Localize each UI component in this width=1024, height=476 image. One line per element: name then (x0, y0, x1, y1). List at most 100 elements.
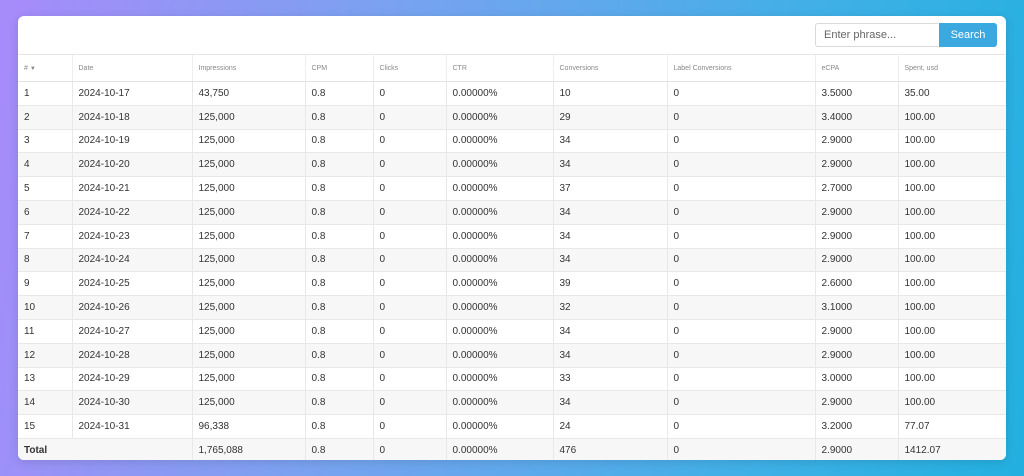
cell-clicks: 0 (373, 224, 447, 249)
cell-num: 15 (18, 414, 73, 439)
cell-ctr: 0.00000% (446, 152, 554, 178)
total-spent: 1412.07 (898, 438, 1006, 460)
table-row: 1 2024-10-17 43,750 0.8 0 0.00000% 10 0 3.5000 35… (18, 81, 1006, 106)
cell-label-conversions: 0 (667, 367, 816, 392)
cell-date: 2024-10-21 (72, 176, 193, 201)
table-row: 14 2024-10-30 125,000 0.8 0 0.00000% 34 0 2.9000… (18, 390, 1006, 416)
cell-conversions: 33 (553, 367, 668, 392)
cell-ecpa: 2.9000 (815, 200, 899, 225)
table-row: 13 2024-10-29 125,000 0.8 0 0.00000% 33 0 3.0000… (18, 367, 1006, 392)
cell-spent: 100.00 (898, 367, 1006, 392)
cell-ctr: 0.00000% (446, 200, 554, 225)
cell-label-conversions: 0 (667, 200, 816, 225)
cell-ecpa: 3.1000 (815, 295, 899, 320)
cell-cpm: 0.8 (305, 343, 374, 368)
table-row: 5 2024-10-21 125,000 0.8 0 0.00000% 37 0 2.7000 1… (18, 176, 1006, 201)
cell-conversions: 34 (553, 343, 668, 368)
cell-cpm: 0.8 (305, 224, 374, 249)
cell-conversions: 34 (553, 152, 668, 178)
cell-ctr: 0.00000% (446, 390, 554, 416)
cell-clicks: 0 (373, 200, 447, 225)
total-cpm: 0.8 (305, 438, 374, 460)
cell-conversions: 32 (553, 295, 668, 320)
cell-num: 3 (18, 129, 73, 154)
table-row: 9 2024-10-25 125,000 0.8 0 0.00000% 39 0 2.6000 1… (18, 271, 1006, 297)
cell-cpm: 0.8 (305, 200, 374, 225)
cell-conversions: 39 (553, 271, 668, 297)
cell-ecpa: 3.5000 (815, 81, 899, 106)
table-row: 6 2024-10-22 125,000 0.8 0 0.00000% 34 0 2.9000 1… (18, 200, 1006, 225)
column-header-impressions[interactable]: Impressions (192, 55, 306, 82)
cell-ecpa: 2.9000 (815, 152, 899, 178)
cell-ecpa: 3.2000 (815, 414, 899, 439)
cell-impressions: 125,000 (192, 176, 306, 201)
cell-label-conversions: 0 (667, 176, 816, 201)
column-header-cpm[interactable]: CPM (305, 55, 374, 82)
cell-impressions: 125,000 (192, 224, 306, 249)
cell-ecpa: 2.7000 (815, 176, 899, 201)
cell-cpm: 0.8 (305, 390, 374, 416)
cell-conversions: 34 (553, 319, 668, 344)
cell-num: 8 (18, 248, 73, 273)
cell-spent: 100.00 (898, 295, 1006, 320)
cell-impressions: 125,000 (192, 152, 306, 178)
cell-ctr: 0.00000% (446, 343, 554, 368)
cell-clicks: 0 (373, 271, 447, 297)
search-button[interactable]: Search (939, 23, 997, 47)
total-row: Total 1,765,088 0.8 0 0.00000% 476 0 2.9… (18, 438, 1006, 460)
cell-impressions: 125,000 (192, 367, 306, 392)
column-header-ecpa[interactable]: eCPA (815, 55, 899, 82)
total-clicks: 0 (373, 438, 447, 460)
cell-cpm: 0.8 (305, 129, 374, 154)
column-header-ctr[interactable]: CTR (446, 55, 554, 82)
cell-impressions: 96,338 (192, 414, 306, 439)
cell-ctr: 0.00000% (446, 224, 554, 249)
cell-date: 2024-10-28 (72, 343, 193, 368)
cell-cpm: 0.8 (305, 176, 374, 201)
column-header-conversions[interactable]: Conversions (553, 55, 668, 82)
cell-conversions: 34 (553, 200, 668, 225)
cell-num: 7 (18, 224, 73, 249)
search-input[interactable] (815, 23, 938, 47)
cell-spent: 100.00 (898, 200, 1006, 225)
table-row: 10 2024-10-26 125,000 0.8 0 0.00000% 32 0 3.1000… (18, 295, 1006, 320)
cell-clicks: 0 (373, 81, 447, 106)
cell-cpm: 0.8 (305, 367, 374, 392)
cell-label-conversions: 0 (667, 295, 816, 320)
cell-date: 2024-10-23 (72, 224, 193, 249)
cell-clicks: 0 (373, 152, 447, 178)
caret-down-icon: ▼ (29, 65, 36, 72)
cell-conversions: 34 (553, 248, 668, 273)
cell-cpm: 0.8 (305, 105, 374, 130)
column-header-clicks[interactable]: Clicks (373, 55, 447, 82)
cell-ctr: 0.00000% (446, 81, 554, 106)
cell-spent: 100.00 (898, 319, 1006, 344)
cell-ctr: 0.00000% (446, 176, 554, 201)
cell-clicks: 0 (373, 129, 447, 154)
cell-num: 14 (18, 390, 73, 416)
cell-cpm: 0.8 (305, 248, 374, 273)
column-header-spent[interactable]: Spent, usd (898, 55, 1006, 82)
table-row: 2 2024-10-18 125,000 0.8 0 0.00000% 29 0 3.4000 1… (18, 105, 1006, 130)
cell-impressions: 125,000 (192, 295, 306, 320)
stats-table: # ▼ Date Impressions CPM Clicks CTR Conve… (18, 55, 1006, 460)
cell-label-conversions: 0 (667, 271, 816, 297)
cell-impressions: 125,000 (192, 129, 306, 154)
column-header-num[interactable]: # ▼ (18, 55, 73, 82)
table-row: 8 2024-10-24 125,000 0.8 0 0.00000% 34 0 2.9000 1… (18, 248, 1006, 273)
cell-date: 2024-10-18 (72, 105, 193, 130)
cell-clicks: 0 (373, 390, 447, 416)
cell-conversions: 37 (553, 176, 668, 201)
table-row: 4 2024-10-20 125,000 0.8 0 0.00000% 34 0 2.9000 1… (18, 152, 1006, 178)
cell-ecpa: 2.9000 (815, 248, 899, 273)
cell-clicks: 0 (373, 295, 447, 320)
column-header-label-conversions[interactable]: Label Conversions (667, 55, 816, 82)
cell-label-conversions: 0 (667, 129, 816, 154)
cell-spent: 35.00 (898, 81, 1006, 106)
column-header-date[interactable]: Date (72, 55, 193, 82)
cell-ctr: 0.00000% (446, 414, 554, 439)
cell-date: 2024-10-19 (72, 129, 193, 154)
cell-num: 4 (18, 152, 73, 178)
table-body: 1 2024-10-17 43,750 0.8 0 0.00000% 10 0 3.5000 35… (18, 81, 1006, 460)
cell-label-conversions: 0 (667, 224, 816, 249)
